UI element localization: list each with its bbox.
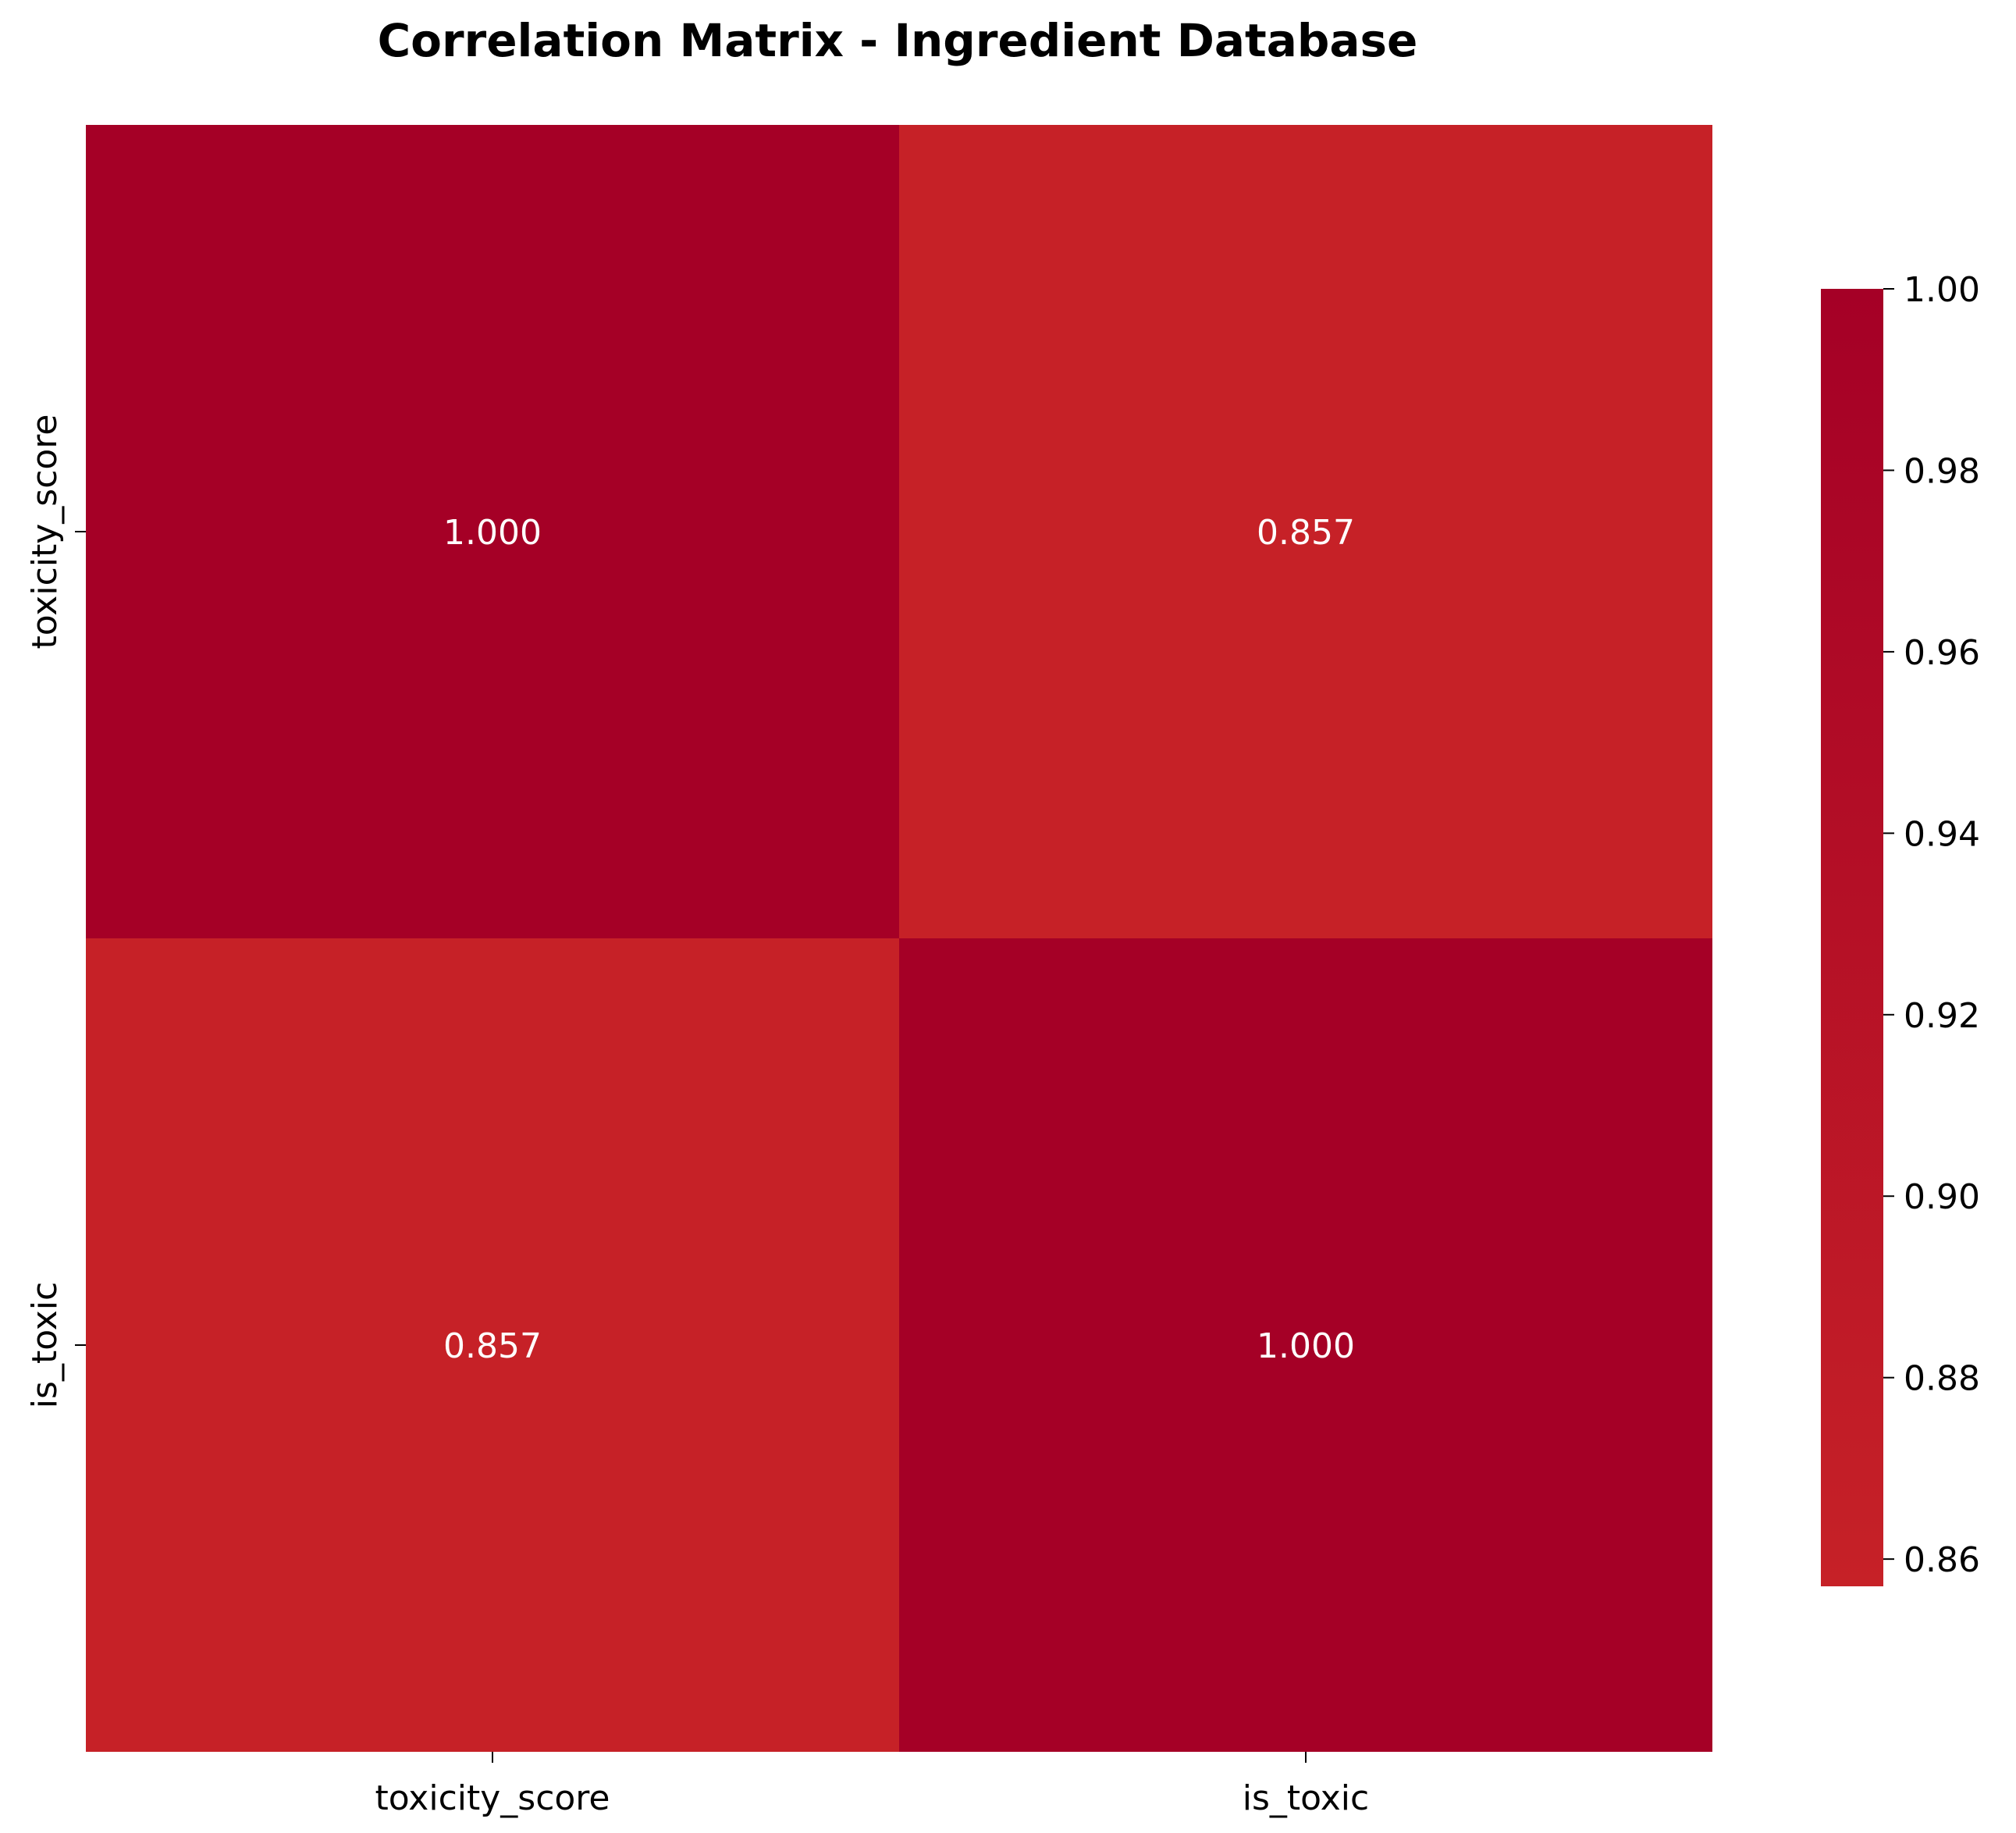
cell-value-label: 0.857: [443, 1326, 542, 1366]
colorbar-tick-label: 0.88: [1904, 1359, 1980, 1399]
colorbar-tick-label: 0.94: [1904, 814, 1980, 854]
colorbar-tick-label: 0.96: [1904, 633, 1980, 673]
heatmap-cell: [899, 125, 1712, 938]
heatmap-cell: [86, 938, 899, 1752]
cell-labels: 1.000 0.857 0.857 1.000: [443, 513, 1355, 1366]
x-axis: toxicity_score is_toxic: [375, 1752, 1369, 1818]
colorbar-tick-label: 0.86: [1904, 1540, 1980, 1580]
colorbar-tick-label: 0.98: [1904, 451, 1980, 491]
colorbar: 0.86 0.88 0.90 0.92 0.94 0.96 0.98 1.00: [1821, 270, 1980, 1586]
colorbar-tick-label: 0.90: [1904, 1177, 1980, 1217]
heatmap-cell: [899, 938, 1712, 1752]
cell-value-label: 1.000: [1257, 1326, 1355, 1366]
heatmap-cells: [86, 125, 1712, 1752]
cell-value-label: 1.000: [443, 513, 542, 553]
x-tick-label: is_toxic: [1243, 1778, 1369, 1818]
cell-value-label: 0.857: [1257, 513, 1355, 553]
y-tick-label: is_toxic: [25, 1282, 65, 1408]
colorbar-gradient: [1821, 289, 1883, 1586]
colorbar-tick-label: 1.00: [1904, 270, 1980, 310]
y-tick-label: toxicity_score: [25, 414, 65, 649]
heatmap-cell: [86, 125, 899, 938]
chart-title: Correlation Matrix - Ingredient Database: [378, 14, 1418, 67]
y-axis: toxicity_score is_toxic: [25, 414, 86, 1408]
colorbar-tick-label: 0.92: [1904, 996, 1980, 1036]
x-tick-label: toxicity_score: [375, 1778, 610, 1818]
